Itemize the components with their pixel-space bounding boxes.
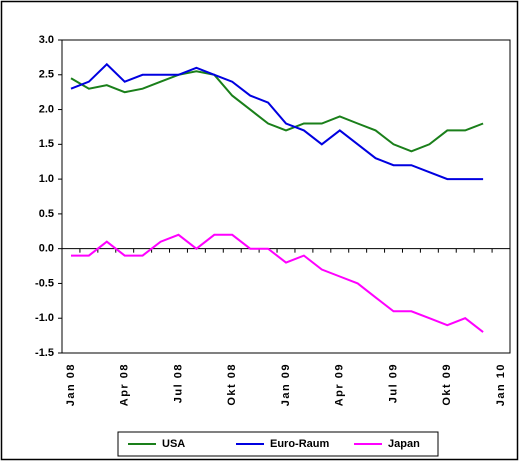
- y-tick-label: 0.0: [39, 243, 54, 255]
- y-tick-label: -0.5: [35, 277, 54, 289]
- legend-box: [117, 431, 439, 457]
- series-line: [71, 233, 484, 333]
- legend-label: Japan: [388, 438, 420, 450]
- x-tick-label: Jan 10: [495, 363, 507, 406]
- series-line: [70, 62, 484, 181]
- x-tick-label: Apr 08: [119, 363, 131, 406]
- y-tick-label: 1.0: [39, 173, 54, 185]
- series-line: [70, 70, 484, 153]
- x-tick-label: Jul 08: [172, 363, 184, 403]
- y-tick-label: -1.5: [35, 347, 54, 359]
- x-tick-label: Jul 09: [387, 363, 399, 403]
- x-tick-label: Apr 09: [334, 363, 346, 406]
- y-tick-label: 2.5: [39, 69, 54, 81]
- x-tick-label: Jan 08: [65, 363, 77, 406]
- y-tick-label: 2.0: [39, 103, 54, 115]
- y-tick-label: 3.0: [39, 34, 54, 46]
- y-tick-label: 1.5: [39, 138, 54, 150]
- legend-label: USA: [162, 438, 185, 450]
- x-tick-label: Jan 09: [280, 363, 292, 406]
- x-tick-label: Okt 08: [226, 363, 238, 406]
- y-tick-label: 0.5: [39, 208, 54, 220]
- x-tick-label: Okt 09: [441, 363, 453, 406]
- legend-label: Euro-Raum: [270, 438, 330, 450]
- y-tick-label: -1.0: [35, 312, 54, 324]
- plot-area: [61, 39, 511, 354]
